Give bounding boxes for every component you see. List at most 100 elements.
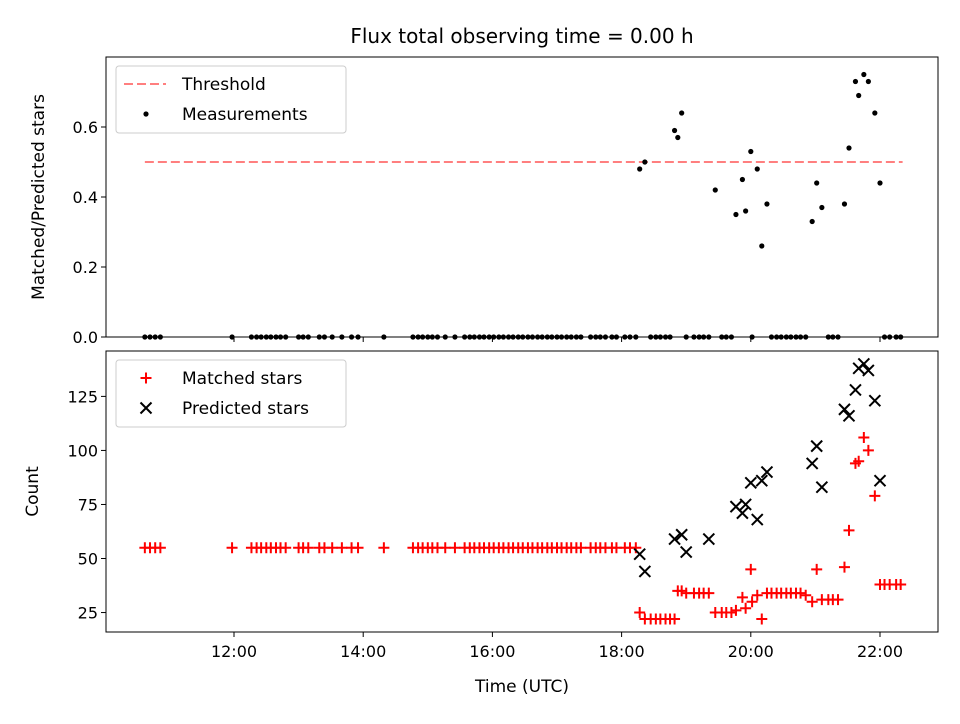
predicted-star-point — [760, 465, 774, 479]
measurement-point — [696, 334, 702, 340]
predicted-star-point — [739, 498, 752, 511]
x-tick-label: 12:00 — [211, 642, 257, 661]
predicted-star-point — [838, 403, 851, 416]
measurement-point — [803, 334, 809, 340]
measurement-point — [712, 187, 718, 193]
matched-star-point — [800, 589, 812, 601]
measurement-point — [425, 334, 431, 340]
matched-star-point — [869, 490, 881, 502]
measurement-point — [152, 334, 158, 340]
matched-star-point — [751, 589, 763, 601]
measurement-point — [648, 334, 654, 340]
measurement-point — [142, 334, 148, 340]
legend-box — [115, 65, 347, 134]
measurement-point — [691, 334, 697, 340]
measurement-point — [861, 71, 867, 78]
predicted-star-point — [755, 474, 768, 487]
legend: Matched stars Predicted stars — [115, 359, 347, 428]
legend-label: Threshold — [181, 75, 266, 95]
measurement-point — [759, 243, 765, 249]
measurement-point — [505, 334, 512, 340]
predicted-star-point — [679, 545, 693, 559]
measurement-point — [637, 166, 643, 172]
measurement-point — [573, 334, 579, 340]
measurement-point — [348, 334, 355, 340]
measurement-point — [683, 334, 689, 340]
measurement-point — [467, 334, 473, 340]
measurement-point — [525, 334, 531, 340]
measurement-point — [613, 334, 620, 340]
matched-star-point — [730, 604, 742, 616]
legend-measurement-swatch — [143, 111, 149, 117]
legend-predicted-swatch — [139, 401, 153, 415]
measurement-point — [877, 180, 883, 186]
measurement-point — [667, 334, 673, 340]
matched-star-point — [832, 594, 844, 606]
measurement-point — [283, 334, 289, 340]
measurement-point — [830, 334, 836, 340]
measurement-point — [452, 334, 458, 340]
predicted-star-point — [805, 457, 819, 470]
x-tick-label: 16:00 — [469, 642, 515, 661]
matched-star-point — [795, 587, 807, 599]
measurement-point — [381, 334, 387, 340]
measurement-point — [679, 110, 685, 116]
measurement-point — [486, 334, 492, 340]
matched-star-point — [740, 602, 752, 614]
measurement-point — [609, 334, 615, 340]
measurement-point — [587, 334, 594, 340]
legend-label: Matched stars — [182, 369, 302, 389]
measurement-point — [739, 176, 746, 183]
measurement-point — [671, 127, 678, 134]
matched-star-point — [746, 596, 758, 608]
predicted-star-point — [842, 409, 856, 423]
measurement-point — [268, 334, 274, 340]
measurement-point — [434, 334, 441, 340]
predicted-star-point — [675, 528, 688, 541]
matched-star-point — [280, 542, 292, 554]
measurement-point — [657, 334, 663, 340]
legend-label: Measurements — [182, 105, 308, 125]
y-tick-label: 100 — [67, 441, 98, 460]
predicted-star-point — [857, 357, 871, 371]
measurement-point — [471, 334, 477, 340]
measurement-point — [316, 334, 322, 340]
predicted-star-point — [702, 532, 716, 546]
measurement-point — [622, 334, 628, 340]
matched-star-point — [439, 542, 451, 554]
measurement-point — [481, 334, 487, 340]
predicted-star-point — [849, 383, 862, 397]
measurement-point — [515, 334, 521, 340]
predicted-star-point — [868, 394, 882, 407]
predicted-star-point — [751, 513, 764, 526]
measurement-point — [642, 159, 648, 165]
measurement-point — [593, 334, 599, 340]
axes-panel-1: 0.0 0.2 0.4 0.6 Matched/Predicted stars Flux … — [29, 24, 939, 347]
matched-star-point — [736, 591, 748, 603]
measurement-point — [442, 334, 448, 340]
predicted-star-point — [633, 547, 646, 561]
measurement-point — [300, 334, 306, 340]
matched-star-point — [811, 563, 823, 575]
x-tick-label: 22:00 — [857, 642, 903, 661]
matched-star-point — [858, 431, 870, 443]
measurement-point — [305, 334, 311, 340]
measurement-point — [701, 334, 707, 340]
legend-box — [115, 359, 347, 428]
measurement-point — [778, 334, 784, 340]
measurement-point — [743, 208, 749, 214]
measurement-point — [748, 148, 754, 155]
y-tick-label: 125 — [67, 387, 98, 406]
matched-star-point — [806, 596, 818, 608]
measurement-point — [329, 334, 335, 340]
measurement-point — [147, 334, 153, 340]
measurement-point — [510, 334, 516, 340]
measurement-point — [774, 334, 780, 340]
measurement-point — [420, 334, 426, 340]
measurement-point — [597, 334, 603, 340]
predicted-star-point — [810, 439, 823, 453]
matched-star-point — [226, 542, 238, 554]
measurement-point — [157, 334, 163, 340]
measurement-point — [277, 334, 284, 340]
